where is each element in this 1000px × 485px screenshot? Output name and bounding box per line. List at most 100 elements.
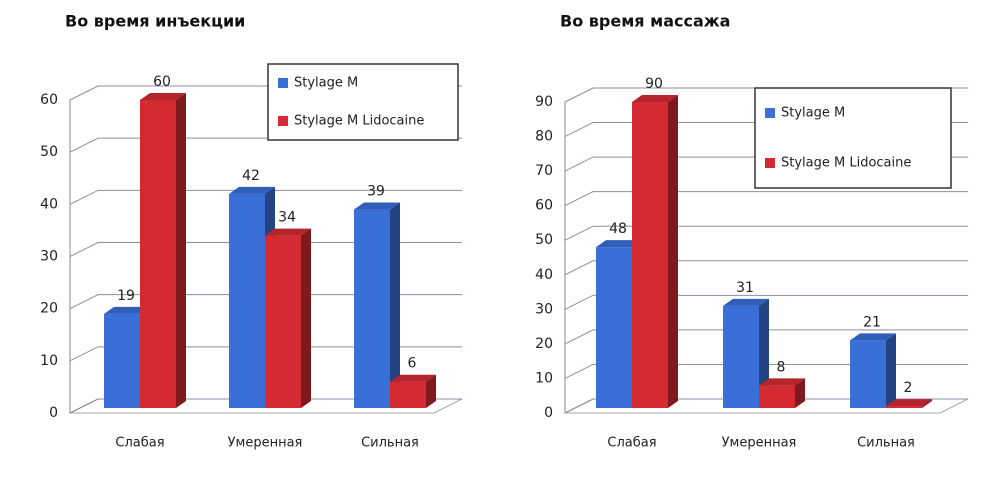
bar-top bbox=[265, 228, 311, 236]
bar-front bbox=[229, 193, 265, 408]
x-tick-label: Сильная bbox=[361, 436, 419, 451]
bar-top bbox=[140, 93, 186, 100]
bar-front bbox=[354, 209, 390, 408]
value-label: 42 bbox=[242, 168, 260, 184]
value-label: 60 bbox=[153, 74, 171, 90]
chart-title: Во время инъекции bbox=[65, 12, 245, 31]
bar bbox=[850, 333, 896, 408]
grid-line bbox=[564, 329, 968, 345]
legend-label: Stylage M bbox=[781, 106, 845, 121]
grid-line bbox=[564, 191, 968, 207]
bar-top bbox=[390, 374, 436, 382]
bar-top bbox=[886, 399, 932, 407]
x-tick-label: Слабая bbox=[115, 436, 164, 451]
bar bbox=[759, 378, 805, 408]
bar-side bbox=[176, 93, 186, 408]
value-label: 21 bbox=[863, 314, 881, 330]
bar-top bbox=[632, 95, 678, 102]
grid-line bbox=[69, 398, 462, 414]
bar bbox=[886, 399, 932, 408]
y-tick-label: 50 bbox=[40, 144, 58, 160]
bar-front bbox=[104, 313, 140, 408]
y-tick-label: 0 bbox=[544, 405, 553, 421]
y-tick-label: 70 bbox=[535, 163, 553, 179]
value-label: 34 bbox=[278, 210, 296, 226]
bar-front bbox=[632, 102, 668, 408]
bar bbox=[140, 93, 186, 408]
value-label: 31 bbox=[736, 280, 754, 296]
bar-top bbox=[850, 333, 896, 341]
grid-line bbox=[564, 398, 968, 414]
bar-top bbox=[104, 306, 150, 314]
legend-box bbox=[754, 87, 952, 189]
x-tick-label: Умеренная bbox=[722, 436, 797, 451]
bar-front bbox=[886, 406, 922, 408]
legend-swatch bbox=[765, 158, 775, 168]
bar bbox=[390, 374, 436, 408]
y-tick-label: 30 bbox=[535, 301, 553, 317]
bar-front bbox=[723, 305, 759, 408]
bar-side bbox=[301, 228, 311, 408]
legend-box bbox=[267, 63, 459, 141]
x-tick-label: Умеренная bbox=[228, 436, 303, 451]
bar-front bbox=[265, 235, 301, 408]
floor-edge bbox=[565, 398, 969, 414]
bar bbox=[354, 202, 400, 408]
grid-line bbox=[69, 189, 462, 205]
bar-front bbox=[596, 247, 632, 408]
value-label: 48 bbox=[609, 221, 627, 237]
y-tick-label: 60 bbox=[535, 198, 553, 214]
chart-title: Во время массажа bbox=[560, 12, 730, 31]
grid-line bbox=[564, 363, 968, 379]
bar-front bbox=[759, 385, 795, 408]
value-label: 8 bbox=[777, 359, 786, 375]
value-label: 2 bbox=[904, 380, 913, 396]
x-tick-label: Слабая bbox=[607, 436, 656, 451]
bar-front bbox=[390, 381, 426, 408]
bar-front bbox=[140, 100, 176, 408]
y-tick-label: 10 bbox=[535, 370, 553, 386]
y-tick-label: 0 bbox=[49, 405, 58, 421]
bar-top bbox=[596, 240, 642, 248]
value-label: 6 bbox=[408, 356, 417, 372]
grid-line bbox=[69, 242, 462, 257]
y-tick-label: 30 bbox=[40, 249, 58, 265]
legend-swatch bbox=[765, 108, 775, 118]
bar-side bbox=[390, 202, 400, 408]
value-label: 39 bbox=[367, 184, 385, 200]
y-tick-label: 40 bbox=[40, 196, 58, 212]
value-label: 90 bbox=[645, 76, 663, 92]
grid-line bbox=[69, 346, 462, 362]
grid-line bbox=[564, 294, 968, 310]
grid-line bbox=[69, 294, 462, 310]
legend-swatch bbox=[278, 116, 288, 126]
x-tick-label: Сильная bbox=[857, 436, 915, 451]
bar-top bbox=[759, 378, 805, 386]
bar-top bbox=[723, 298, 769, 306]
y-tick-label: 80 bbox=[535, 129, 553, 145]
legend-label: Stylage M Lidocaine bbox=[294, 114, 424, 129]
legend-label: Stylage M bbox=[294, 76, 358, 91]
bar-side bbox=[668, 95, 678, 408]
y-tick-label: 20 bbox=[535, 336, 553, 352]
value-label: 19 bbox=[117, 288, 135, 304]
y-tick-label: 90 bbox=[535, 94, 553, 110]
grid-line bbox=[564, 225, 968, 241]
y-tick-label: 10 bbox=[40, 353, 58, 369]
bar bbox=[265, 228, 311, 408]
legend-label: Stylage M Lidocaine bbox=[781, 156, 911, 171]
bar-side bbox=[795, 378, 805, 408]
legend-swatch bbox=[278, 78, 288, 88]
y-tick-label: 40 bbox=[535, 267, 553, 283]
bar-side bbox=[886, 333, 896, 408]
grid-line bbox=[564, 260, 968, 276]
y-tick-label: 20 bbox=[40, 301, 58, 317]
bar-top bbox=[229, 186, 275, 194]
floor-edge bbox=[70, 398, 463, 414]
y-tick-label: 60 bbox=[40, 92, 58, 108]
bar-side bbox=[426, 374, 436, 408]
bar-top bbox=[354, 202, 400, 210]
bar-front bbox=[850, 340, 886, 408]
bar bbox=[632, 95, 678, 408]
